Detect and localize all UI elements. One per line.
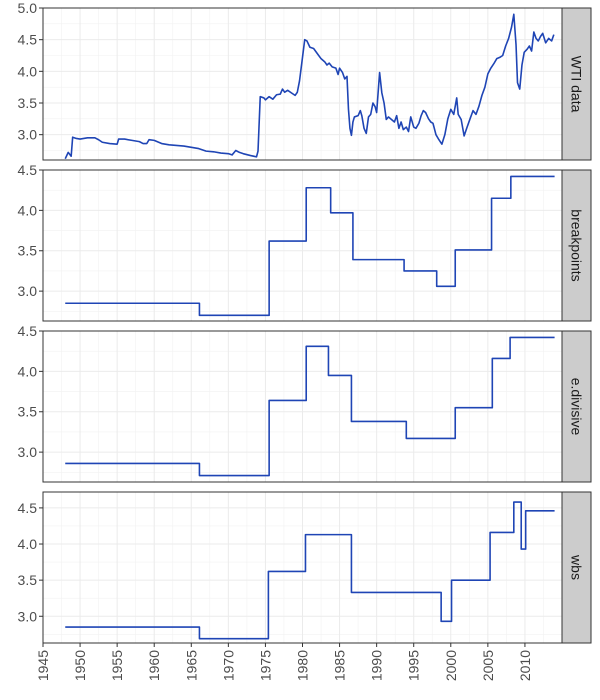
x-tick-label: 2000 <box>443 650 459 681</box>
panel-e-divisive: 3.0 3.5 4.0 4.5 e.divisive <box>18 323 592 483</box>
y-tick-label: 4.0 <box>18 63 38 79</box>
facet-strip-label: breakpoints <box>569 209 585 281</box>
x-tick-label: 1985 <box>332 650 348 681</box>
y-tick-label: 4.0 <box>18 202 38 218</box>
y-tick-label: 3.0 <box>18 444 38 460</box>
x-tick-label: 1950 <box>72 650 88 681</box>
x-tick-label: 1980 <box>295 650 311 681</box>
x-tick-label: 2005 <box>480 650 496 681</box>
y-tick-label: 3.5 <box>18 243 38 259</box>
facet-strip <box>561 330 592 483</box>
y-tick-label: 5.0 <box>18 0 38 16</box>
panel-wti-data: 3.0 3.5 4.0 4.5 5.0 WTI data <box>18 0 592 161</box>
panel-breakpoints: 3.0 3.5 4.0 4.5 breakpoints <box>18 162 592 322</box>
x-tick-label: 2010 <box>517 650 533 681</box>
y-tick-label: 3.5 <box>18 572 38 588</box>
y-tick-label: 4.0 <box>18 363 38 379</box>
y-tick-label: 4.5 <box>18 323 38 339</box>
series-line <box>64 13 555 160</box>
x-tick-label: 1955 <box>109 650 125 681</box>
y-tick-label: 4.5 <box>18 32 38 48</box>
series-line <box>65 336 555 477</box>
y-tick-label: 4.5 <box>18 500 38 516</box>
facet-strip <box>561 169 592 322</box>
x-tick-label: 1970 <box>220 650 236 681</box>
series-line <box>65 501 555 640</box>
y-tick-label: 4.5 <box>18 162 38 178</box>
x-tick-label: 1990 <box>369 650 385 681</box>
y-tick-label: 3.0 <box>18 608 38 624</box>
facet-strip <box>561 7 592 161</box>
x-tick-label: 1945 <box>35 650 51 681</box>
facet-strip-label: wbs <box>569 554 585 580</box>
series-line <box>65 175 555 317</box>
x-tick-label: 1975 <box>257 650 273 681</box>
y-tick-label: 4.0 <box>18 536 38 552</box>
x-tick-label: 1965 <box>183 650 199 681</box>
y-tick-label: 3.5 <box>18 404 38 420</box>
y-tick-label: 3.0 <box>18 283 38 299</box>
y-tick-label: 3.0 <box>18 127 38 143</box>
y-tick-label: 3.5 <box>18 95 38 111</box>
x-tick-label: 1995 <box>406 650 422 681</box>
facet-strip-label: WTI data <box>569 56 585 113</box>
facet-strip-label: e.divisive <box>569 378 585 436</box>
panel-wbs: 3.0 3.5 4.0 4.5 wbs <box>18 491 592 644</box>
facet-strip <box>561 491 592 644</box>
x-tick-label: 1960 <box>146 650 162 681</box>
